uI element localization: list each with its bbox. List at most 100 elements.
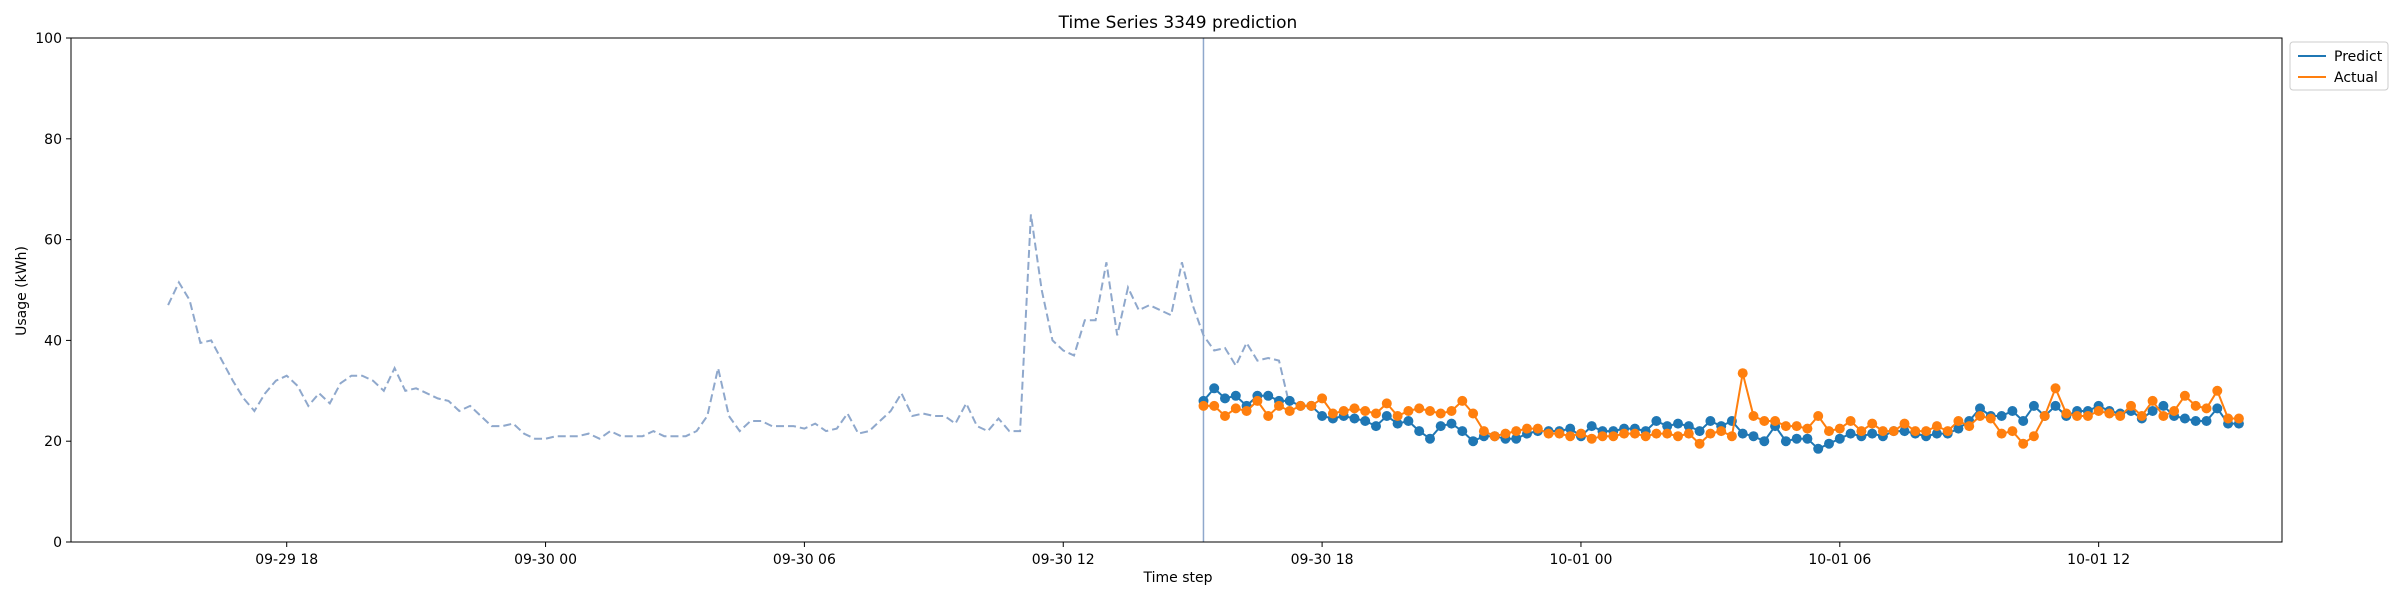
data-point-actual xyxy=(1662,428,1673,439)
data-point-actual xyxy=(1921,426,1932,437)
data-point-actual xyxy=(1230,403,1241,414)
data-point-actual xyxy=(1716,426,1727,437)
data-point-actual xyxy=(1284,406,1295,416)
data-point-actual xyxy=(1597,431,1608,442)
data-point-actual xyxy=(1468,408,1479,419)
data-point-predict xyxy=(1457,426,1468,437)
data-point-actual xyxy=(2126,400,2136,411)
data-point-actual xyxy=(1317,393,1328,404)
x-tick-label: 09-30 00 xyxy=(514,552,577,568)
data-point-actual xyxy=(2201,403,2212,414)
data-point-predict xyxy=(1220,393,1230,404)
data-point-predict xyxy=(1371,421,1381,432)
data-point-actual xyxy=(1824,426,1834,437)
data-point-predict xyxy=(1284,395,1295,406)
data-point-actual xyxy=(1252,395,1263,406)
data-point-actual xyxy=(1554,428,1565,439)
data-point-predict xyxy=(1263,390,1274,401)
y-axis-ticks: 0 20 40 60 80 100 xyxy=(35,31,71,551)
chart-title: Time Series 3349 prediction xyxy=(1058,13,1298,33)
data-point-actual xyxy=(1576,428,1586,439)
data-point-actual xyxy=(1770,416,1781,426)
plot-area-frame xyxy=(70,37,2283,543)
y-tick-label: 80 xyxy=(44,132,62,148)
data-point-predict xyxy=(2190,416,2201,426)
x-tick-label: 09-30 12 xyxy=(1032,552,1095,568)
data-point-predict xyxy=(2028,400,2039,411)
data-point-actual xyxy=(2007,426,2018,437)
data-point-actual xyxy=(1845,416,1856,426)
data-point-predict xyxy=(1737,428,1748,439)
x-tick-label: 09-30 18 xyxy=(1291,552,1354,568)
data-point-predict xyxy=(2201,416,2212,426)
data-point-predict xyxy=(1802,433,1813,444)
data-point-predict xyxy=(1360,416,1371,426)
data-point-actual xyxy=(1489,431,1500,442)
data-point-actual xyxy=(1726,431,1737,442)
data-point-actual xyxy=(2212,385,2223,396)
y-tick-label: 100 xyxy=(35,31,62,47)
data-point-actual xyxy=(1209,400,1220,411)
data-point-actual xyxy=(1220,411,1230,421)
data-point-actual xyxy=(1457,395,1468,406)
y-tick-label: 20 xyxy=(44,434,62,450)
data-point-predict xyxy=(2018,416,2029,426)
data-point-predict xyxy=(1349,413,1360,424)
data-point-actual xyxy=(1942,426,1953,437)
data-point-actual xyxy=(1349,403,1360,414)
data-point-actual xyxy=(1877,426,1888,437)
data-point-actual xyxy=(1608,431,1619,442)
data-point-actual xyxy=(1651,428,1662,439)
data-point-predict xyxy=(1996,411,2007,421)
data-point-predict xyxy=(1705,416,1716,426)
data-point-predict xyxy=(1748,431,1759,442)
data-point-predict xyxy=(1446,418,1457,429)
x-tick-label: 10-01 06 xyxy=(1808,552,1871,568)
data-point-actual xyxy=(1931,421,1942,432)
data-point-actual xyxy=(2093,406,2104,416)
data-point-actual xyxy=(1586,433,1597,444)
data-point-predict xyxy=(1435,421,1446,432)
data-point-predict xyxy=(1209,383,1220,394)
data-point-predict xyxy=(2050,400,2061,411)
data-point-actual xyxy=(1856,426,1867,437)
data-point-predict xyxy=(2179,413,2190,424)
data-point-actual xyxy=(1867,418,1878,429)
data-point-actual xyxy=(1683,428,1694,439)
data-point-predict xyxy=(1425,433,1435,444)
data-point-actual xyxy=(1673,431,1683,442)
data-point-predict xyxy=(1791,433,1802,444)
data-point-predict xyxy=(1975,403,1985,414)
data-point-predict xyxy=(1651,416,1662,426)
data-point-actual xyxy=(2169,406,2180,416)
data-point-actual xyxy=(2104,408,2115,419)
data-point-actual xyxy=(2147,395,2158,406)
x-tick-label: 09-30 06 xyxy=(773,552,836,568)
data-point-actual xyxy=(1737,368,1748,379)
data-point-actual xyxy=(1640,431,1651,442)
data-point-predict xyxy=(2007,406,2018,416)
x-tick-label: 09-29 18 xyxy=(255,552,318,568)
series-actual xyxy=(1198,368,2244,449)
data-point-actual xyxy=(2082,411,2093,421)
data-point-actual xyxy=(1425,406,1435,416)
legend-label-actual: Actual xyxy=(2334,70,2378,86)
data-point-actual xyxy=(1748,411,1759,421)
data-point-actual xyxy=(1360,406,1371,416)
data-point-actual xyxy=(1371,408,1381,419)
data-point-actual xyxy=(1478,426,1489,437)
data-point-actual xyxy=(1403,406,1414,416)
data-point-actual xyxy=(1500,428,1511,439)
data-point-actual xyxy=(1899,418,1910,429)
y-tick-label: 60 xyxy=(44,233,62,249)
data-point-actual xyxy=(1414,403,1425,414)
data-point-predict xyxy=(1694,426,1705,437)
data-point-predict xyxy=(1511,433,1522,444)
data-point-predict xyxy=(2158,400,2169,411)
x-axis-ticks: 09-29 18 09-30 00 09-30 06 09-30 12 09-30 18… xyxy=(255,542,2130,568)
data-point-actual xyxy=(2039,411,2050,421)
data-point-predict xyxy=(1468,436,1479,447)
data-point-predict xyxy=(1834,433,1845,444)
